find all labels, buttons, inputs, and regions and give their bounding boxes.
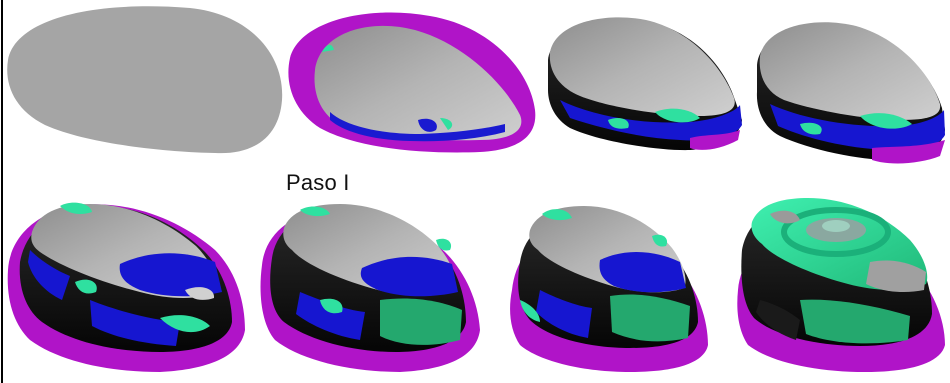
step-label: Paso I [286, 170, 350, 195]
stage-1-blank [7, 6, 283, 154]
stage-7-formed [510, 206, 708, 372]
stage-4-drawn [756, 22, 945, 164]
stage-5-formed [7, 202, 246, 372]
stage-8-final-part [737, 198, 945, 372]
stage-2-preform [288, 12, 536, 153]
stage-3-drawn [548, 17, 742, 151]
stage-6-formed [260, 204, 480, 372]
left-border-line [1, 0, 3, 383]
